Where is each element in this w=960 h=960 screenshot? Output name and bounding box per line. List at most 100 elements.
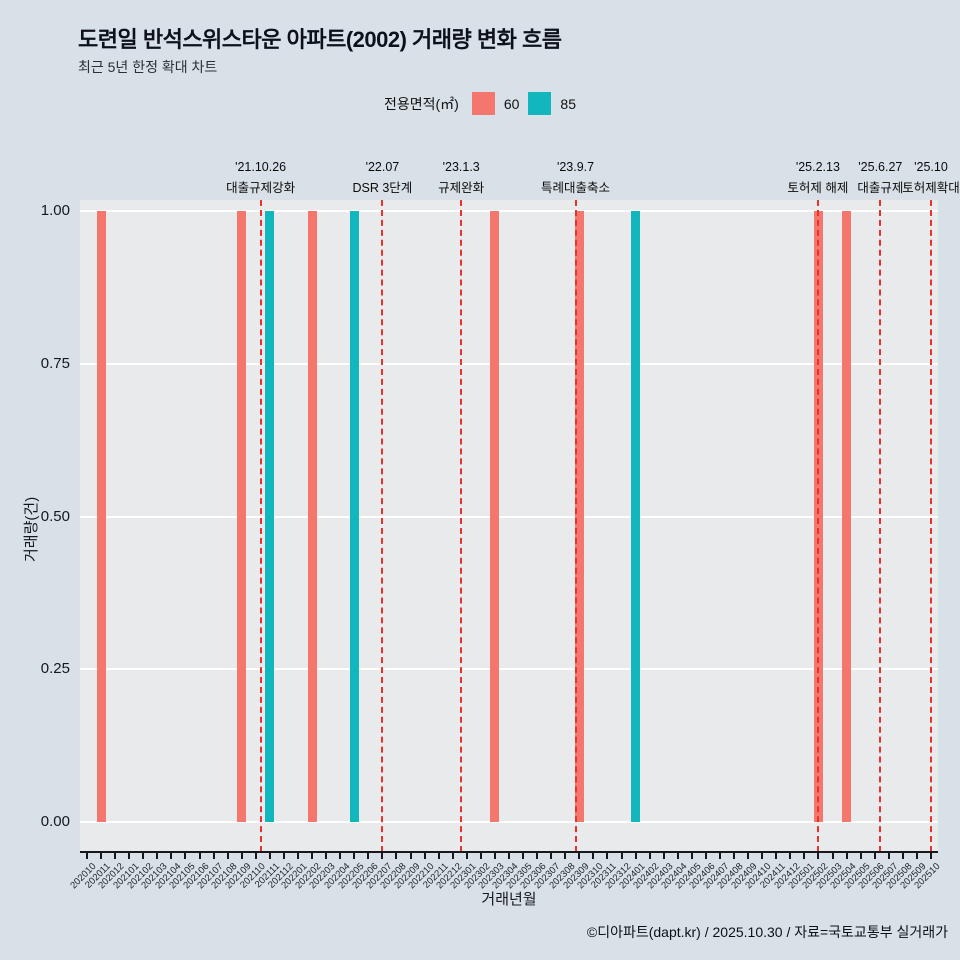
annotation-label: '23.1.3 규제완화 xyxy=(438,160,484,196)
bar-202303-area60 xyxy=(490,211,500,822)
legend-title: 전용면적(㎡) xyxy=(383,95,459,112)
x-tick-mark xyxy=(493,853,496,859)
x-tick-mark xyxy=(915,853,918,859)
x-tick-mark xyxy=(508,853,510,859)
bar-202109-area60 xyxy=(237,211,247,822)
x-tick-mark xyxy=(901,853,904,859)
x-tick-mark xyxy=(325,853,328,859)
x-tick-mark xyxy=(817,853,820,859)
x-tick-mark xyxy=(536,853,539,859)
x-tick-mark xyxy=(353,853,356,859)
legend-swatch-85 xyxy=(528,92,552,115)
x-tick-mark xyxy=(339,853,342,859)
annotation-date: '23.9.7 xyxy=(556,160,595,174)
x-tick-mark xyxy=(662,853,665,859)
bar-202202-area60 xyxy=(307,211,317,822)
x-tick-mark xyxy=(479,853,482,859)
bar-202309-area60 xyxy=(574,211,584,822)
x-tick-mark xyxy=(367,853,370,859)
x-tick-mark xyxy=(184,853,187,859)
annotation-label: '23.9.7 특례대출축소 xyxy=(541,160,610,196)
gridline-0.00 xyxy=(80,821,938,823)
x-tick-mark xyxy=(409,853,412,859)
gridline-0.25 xyxy=(80,668,938,671)
annotation-date: '25.6.27 xyxy=(858,160,903,174)
x-tick-mark xyxy=(761,853,764,859)
x-tick-mark xyxy=(887,853,890,859)
x-tick-mark xyxy=(226,853,229,859)
x-tick-mark xyxy=(704,853,707,859)
annotation-date: '23.1.3 xyxy=(442,160,480,174)
x-tick-mark xyxy=(86,853,89,859)
x-tick-mark xyxy=(747,853,750,859)
x-tick-mark xyxy=(395,853,398,859)
x-axis-title: 거래년월 xyxy=(481,891,537,908)
x-tick-mark xyxy=(254,853,257,859)
x-tick-mark xyxy=(634,853,637,859)
annotation-line xyxy=(929,200,932,852)
x-tick-mark xyxy=(423,853,426,859)
x-tick-mark xyxy=(437,853,440,859)
annotation-label: '25.10 토허제확대 xyxy=(902,160,960,196)
annotation-label: '25.2.13 토허제 해제 xyxy=(787,160,848,196)
annotation-line xyxy=(574,200,577,852)
annotation-label: '22.07 DSR 3단계 xyxy=(352,160,412,196)
annotation-line xyxy=(460,200,463,852)
x-tick-mark xyxy=(550,853,553,859)
annotation-event: 토허제확대 xyxy=(902,181,960,195)
page-title: 도련일 반석스위스타운 아파트(2002) 거래량 변화 흐름 xyxy=(78,27,562,52)
y-tick-label: 0.25 xyxy=(40,660,70,678)
gridline-1.00 xyxy=(80,210,938,212)
bar-202011-area60 xyxy=(96,211,106,822)
x-tick-mark xyxy=(522,853,525,859)
annotation-event: 규제완화 xyxy=(438,181,485,195)
annotation-line xyxy=(879,200,882,852)
legend-swatch-60 xyxy=(471,92,495,115)
x-tick-mark xyxy=(282,853,285,859)
annotation-event: 특례대출축소 xyxy=(541,181,611,195)
x-tick-mark xyxy=(789,853,792,859)
bar-202401-area85 xyxy=(631,211,641,822)
bar-202205-area85 xyxy=(349,211,359,822)
gridline-0.50 xyxy=(80,515,938,518)
x-tick-mark xyxy=(128,853,131,859)
y-tick-label: 1.00 xyxy=(40,202,70,219)
x-tick-mark xyxy=(170,853,173,859)
annotation-line xyxy=(259,200,262,852)
annotation-date: '21.10.26 xyxy=(235,160,287,174)
x-tick-mark xyxy=(381,853,384,859)
annotation-event: 대출규제강화 xyxy=(226,181,296,195)
gridline-0.75 xyxy=(80,362,938,365)
plot-panel xyxy=(80,200,938,852)
x-tick-mark xyxy=(100,853,103,859)
x-tick-mark xyxy=(114,853,117,859)
x-axis-line xyxy=(80,851,938,853)
x-tick-mark xyxy=(311,853,314,859)
annotation-label: '21.10.26 대출규제강화 xyxy=(226,160,295,196)
x-tick-mark xyxy=(690,853,693,859)
x-tick-mark xyxy=(929,853,932,859)
footer-credit: ©디아파트(dapt.kr) / 2025.10.30 / 자료=국토교통부 실… xyxy=(586,924,948,940)
y-tick-label: 0.50 xyxy=(40,507,70,525)
x-tick-mark xyxy=(845,853,848,859)
bar-202504-area60 xyxy=(842,211,852,822)
annotation-date: '22.07 xyxy=(365,160,400,174)
annotation-event: 대출규제 xyxy=(857,181,904,195)
x-tick-mark xyxy=(648,853,651,859)
x-tick-mark xyxy=(578,853,581,859)
annotation-line xyxy=(381,200,384,852)
x-tick-mark xyxy=(268,853,271,859)
x-tick-mark xyxy=(212,853,215,859)
legend: 전용면적(㎡) 60 85 xyxy=(384,92,576,115)
x-tick-mark xyxy=(564,853,567,859)
chart-subtitle: 최근 5년 한정 확대 차트 xyxy=(78,59,218,75)
x-tick-mark xyxy=(676,853,679,859)
x-tick-mark xyxy=(297,853,300,859)
x-tick-mark xyxy=(606,853,609,859)
annotation-label: '25.6.27 대출규제 xyxy=(857,160,903,196)
y-tick-label: 0.75 xyxy=(40,354,70,372)
x-tick-mark xyxy=(451,853,454,859)
x-tick-mark xyxy=(831,853,834,859)
x-tick-mark xyxy=(156,853,159,859)
x-tick-mark xyxy=(859,853,862,859)
